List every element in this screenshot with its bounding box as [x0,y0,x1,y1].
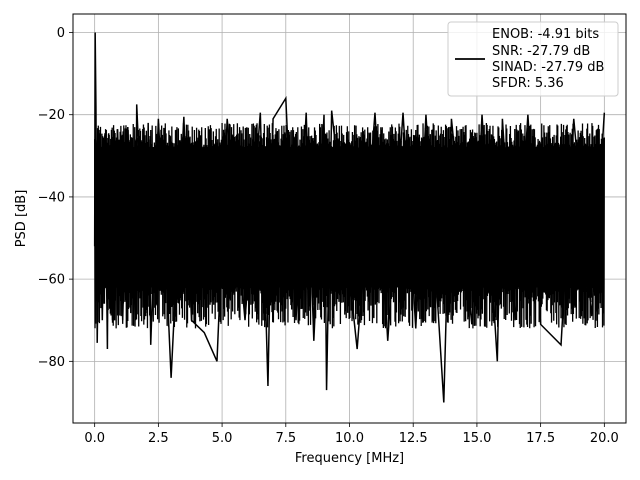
series-group [93,32,606,403]
legend-entry-enob: ENOB: -4.91 bits [492,27,599,42]
x-axis-ticks: 0.0 2.5 5.0 7.5 10.0 12.5 15.0 17.5 20.0 [84,423,619,446]
y-tick-label: −20 [38,108,65,123]
x-axis-label: Frequency [MHz] [295,451,404,466]
x-tick-label: 0.0 [84,431,105,446]
y-tick-label: −40 [38,190,65,205]
x-tick-label: 20.0 [590,431,619,446]
x-tick-label: 7.5 [275,431,296,446]
x-tick-label: 5.0 [212,431,233,446]
legend-box [447,21,619,97]
x-tick-label: 15.0 [462,431,491,446]
y-tick-label: −60 [38,273,65,288]
x-tick-label: 2.5 [148,431,169,446]
y-axis-ticks: 0 −20 −40 −60 −80 [38,26,73,370]
x-tick-label: 17.5 [526,431,555,446]
x-tick-label: 10.0 [335,431,364,446]
legend: ENOB: -4.91 bits SNR: -27.79 dB SINAD: -… [447,21,619,97]
series-line [93,32,606,403]
y-tick-label: 0 [57,26,65,41]
legend-entry-sfdr: SFDR: 5.36 [492,76,564,91]
legend-entry-snr: SNR: -27.79 dB [492,44,590,59]
y-axis-label: PSD [dB] [14,190,29,248]
series-noise-band [94,122,605,329]
x-tick-label: 12.5 [399,431,428,446]
y-tick-label: −80 [38,355,65,370]
legend-entry-sinad: SINAD: -27.79 dB [492,60,604,75]
